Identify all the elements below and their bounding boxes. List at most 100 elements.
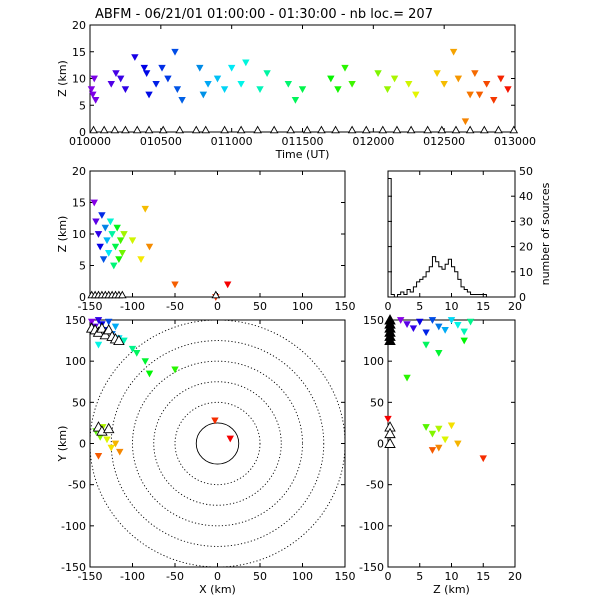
x-tick-label: 20 bbox=[508, 570, 522, 583]
plot-frame bbox=[387, 319, 516, 568]
source-point bbox=[490, 97, 498, 104]
source-point bbox=[428, 430, 437, 438]
source-point bbox=[101, 224, 110, 232]
source-point bbox=[103, 237, 111, 245]
histogram-outline bbox=[387, 178, 493, 298]
histogram-bar bbox=[442, 269, 445, 297]
x-tick-label: 20 bbox=[508, 300, 522, 313]
source-point bbox=[107, 80, 115, 88]
source-point bbox=[116, 75, 125, 83]
range-ring bbox=[90, 320, 345, 567]
x-tick-label: -100 bbox=[120, 300, 145, 313]
x-tick-label: -100 bbox=[120, 570, 145, 583]
source-point bbox=[433, 70, 441, 77]
y-tick-label: 0 bbox=[519, 291, 526, 304]
x-tick-label: 15 bbox=[476, 300, 490, 313]
plot-frame bbox=[387, 170, 516, 298]
source-point bbox=[87, 86, 96, 94]
station-marker bbox=[269, 125, 279, 134]
y-tick-label: 0 bbox=[377, 438, 384, 451]
x-tick-label: 5 bbox=[416, 300, 423, 313]
station-marker bbox=[494, 125, 503, 134]
source-point bbox=[441, 436, 449, 444]
source-point bbox=[242, 59, 250, 67]
y-tick-label: 20 bbox=[72, 19, 86, 32]
source-point bbox=[106, 218, 115, 226]
source-point bbox=[142, 70, 151, 77]
station-marker bbox=[384, 334, 396, 346]
source-point bbox=[113, 224, 121, 232]
range-ring bbox=[132, 360, 303, 527]
plan-view-panel: -150 -100 -50 0 50 100 150 -150 -100 -50 0 50 100 150… bbox=[56, 314, 356, 596]
source-point bbox=[112, 70, 120, 77]
source-point bbox=[116, 237, 125, 245]
source-point bbox=[118, 250, 127, 257]
x-tick-label: 15 bbox=[476, 570, 490, 583]
source-point bbox=[94, 231, 103, 238]
source-point bbox=[405, 80, 413, 88]
source-point bbox=[497, 75, 505, 83]
source-point bbox=[111, 323, 120, 331]
y-tick-label: 100 bbox=[65, 355, 86, 368]
source-point bbox=[461, 118, 470, 126]
source-point bbox=[107, 444, 115, 452]
range-ring bbox=[110, 340, 325, 547]
source-point bbox=[422, 329, 430, 337]
source-point bbox=[131, 54, 139, 61]
source-point bbox=[99, 256, 108, 264]
source-point bbox=[94, 317, 103, 324]
source-point bbox=[298, 86, 307, 94]
station-marker bbox=[113, 334, 125, 346]
source-point bbox=[137, 256, 145, 264]
station-marker bbox=[437, 125, 447, 134]
x-tick-label: 0 bbox=[214, 300, 221, 313]
y-tick-label: 10 bbox=[72, 73, 86, 86]
station-marker bbox=[451, 125, 461, 134]
y-tick-label: -50 bbox=[366, 479, 384, 492]
source-point bbox=[327, 75, 335, 83]
x-altitude-panel: -150 -100 -50 0 50 100 150 0 5 10 15 20 Z (km) bbox=[56, 165, 356, 313]
source-point bbox=[104, 318, 113, 326]
source-point bbox=[111, 440, 120, 448]
source-point bbox=[334, 86, 342, 94]
source-point bbox=[171, 48, 179, 56]
source-point bbox=[435, 444, 443, 452]
source-point bbox=[108, 231, 116, 238]
histogram-bar bbox=[410, 292, 413, 297]
y-axis-label: Z (km) bbox=[56, 216, 69, 253]
y-tick-label: -150 bbox=[359, 561, 384, 574]
source-point bbox=[91, 97, 100, 104]
station-marker bbox=[317, 125, 326, 134]
source-point bbox=[383, 86, 392, 94]
source-point bbox=[454, 75, 463, 83]
source-point bbox=[460, 328, 468, 336]
range-rings bbox=[90, 320, 345, 567]
range-ring bbox=[195, 422, 240, 465]
source-point bbox=[390, 75, 399, 83]
station-marker bbox=[118, 290, 127, 299]
source-point bbox=[211, 417, 219, 425]
source-point bbox=[263, 70, 271, 77]
source-point bbox=[482, 80, 491, 88]
y-tick-label: 30 bbox=[519, 215, 533, 228]
source-point bbox=[204, 80, 212, 88]
y-tick-label: 15 bbox=[72, 46, 86, 59]
plot-frame bbox=[89, 24, 516, 133]
source-point bbox=[284, 80, 293, 88]
range-ring bbox=[174, 401, 261, 486]
station-marker bbox=[99, 125, 109, 134]
source-point bbox=[237, 80, 245, 88]
source-point bbox=[403, 321, 411, 328]
histogram-bar bbox=[423, 277, 426, 297]
y-axis-label: number of sources bbox=[539, 182, 552, 285]
y-tick-label: 5 bbox=[79, 99, 86, 112]
station-marker bbox=[121, 125, 130, 134]
source-point bbox=[90, 75, 98, 83]
x-tick-label: -50 bbox=[166, 300, 184, 313]
source-point bbox=[141, 358, 149, 365]
source-point bbox=[140, 64, 149, 72]
source-point bbox=[96, 243, 104, 251]
source-point bbox=[98, 212, 106, 219]
source-point bbox=[227, 64, 236, 72]
x-tick-label: 010500 bbox=[140, 135, 182, 148]
